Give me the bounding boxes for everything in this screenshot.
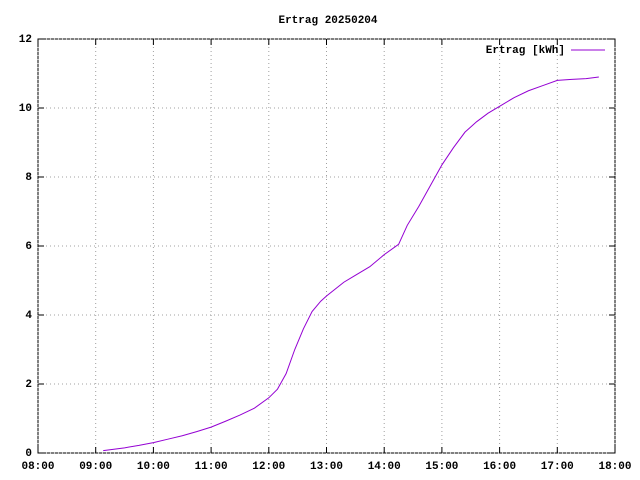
- y-tick-label: 10: [19, 103, 32, 115]
- legend-label: Ertrag [kWh]: [486, 45, 565, 57]
- x-tick-label: 17:00: [541, 461, 574, 473]
- y-tick-label: 12: [19, 34, 32, 46]
- x-tick-label: 08:00: [21, 461, 54, 473]
- y-tick-label: 2: [25, 379, 32, 391]
- x-tick-label: 12:00: [252, 461, 285, 473]
- x-tick-label: 14:00: [368, 461, 401, 473]
- x-tick-label: 15:00: [425, 461, 458, 473]
- y-tick-label: 8: [25, 172, 32, 184]
- chart-title: Ertrag 20250204: [278, 15, 377, 27]
- y-tick-label: 6: [25, 241, 32, 253]
- x-tick-label: 10:00: [137, 461, 170, 473]
- x-tick-label: 09:00: [79, 461, 112, 473]
- y-tick-label: 4: [25, 310, 32, 322]
- data-line: [103, 76, 599, 452]
- x-tick-label: 16:00: [483, 461, 516, 473]
- y-tick-label: 0: [25, 448, 32, 460]
- x-tick-label: 11:00: [195, 461, 228, 473]
- x-tick-label: 18:00: [598, 461, 631, 473]
- x-tick-label: 13:00: [310, 461, 343, 473]
